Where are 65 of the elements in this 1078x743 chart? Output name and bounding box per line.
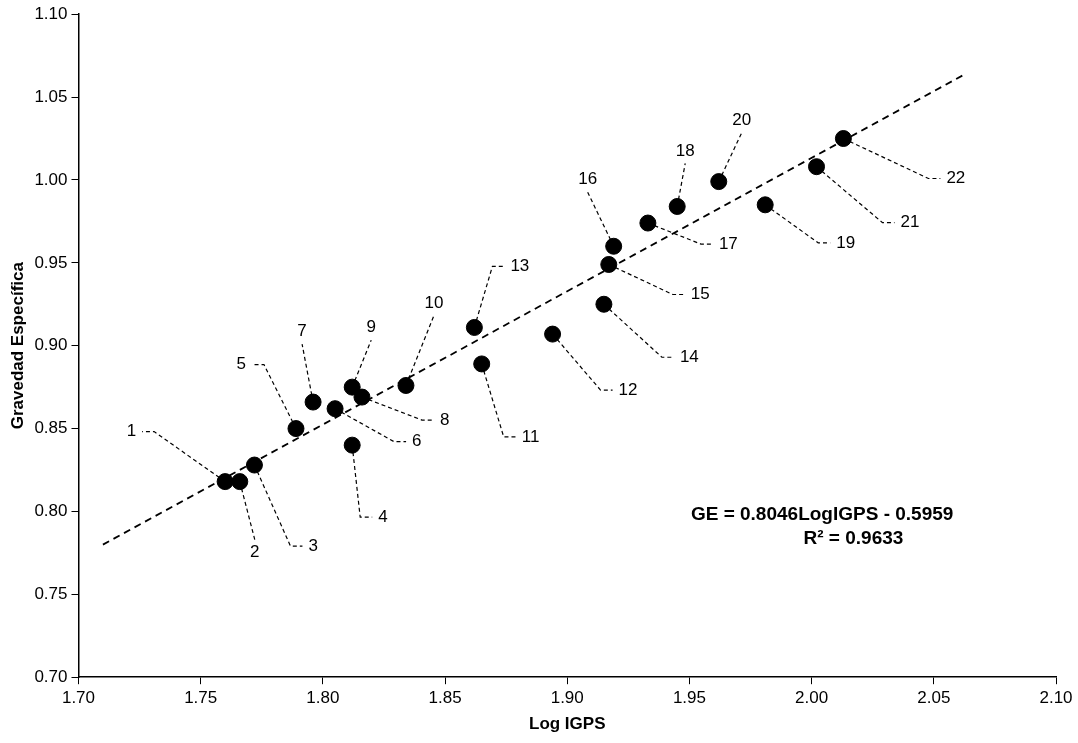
x-tick-label: 1.70 bbox=[61, 688, 96, 708]
y-tick-label: 1.05 bbox=[34, 86, 68, 106]
annotation: 18 bbox=[675, 140, 695, 160]
y-tick-label: 0.90 bbox=[34, 335, 68, 355]
y-tick-label: 0.95 bbox=[34, 252, 68, 272]
point bbox=[473, 355, 491, 373]
annotation: 1 bbox=[126, 421, 137, 441]
x-tick-label: 2.00 bbox=[795, 688, 829, 708]
point bbox=[668, 197, 686, 215]
point bbox=[710, 173, 728, 191]
annotation: 9 bbox=[366, 317, 376, 337]
x-tick-label: 1.85 bbox=[428, 688, 462, 708]
annotation: 10 bbox=[424, 292, 444, 312]
point bbox=[304, 393, 322, 411]
point bbox=[834, 130, 852, 148]
point bbox=[287, 420, 305, 438]
x-tick-label: 1.80 bbox=[306, 688, 340, 708]
point bbox=[216, 473, 234, 491]
x-tick-label: 2.05 bbox=[917, 688, 951, 708]
annotation: 2 bbox=[250, 541, 260, 561]
x-tick-label: 1.90 bbox=[550, 688, 584, 708]
annotation: 20 bbox=[732, 109, 752, 129]
annotation: 7 bbox=[297, 321, 307, 341]
annotation: 11 bbox=[521, 426, 540, 446]
annotation: 16 bbox=[578, 169, 598, 189]
y-tick-label: 1.00 bbox=[34, 169, 68, 189]
point bbox=[544, 325, 562, 343]
annotation: 5 bbox=[236, 354, 246, 374]
point bbox=[595, 295, 613, 313]
annotation: 22 bbox=[946, 168, 966, 188]
point bbox=[639, 214, 657, 232]
point bbox=[326, 400, 344, 418]
annotation: 17 bbox=[718, 233, 738, 253]
y-tick-label: 0.75 bbox=[34, 584, 68, 604]
y-tick-label: 0.85 bbox=[34, 418, 68, 438]
annotation: 4 bbox=[378, 506, 388, 526]
point bbox=[245, 456, 263, 474]
point bbox=[343, 378, 361, 396]
point bbox=[600, 255, 618, 273]
y-tick-label: 0.70 bbox=[34, 666, 68, 686]
annotation: 19 bbox=[836, 232, 856, 252]
point bbox=[465, 318, 483, 336]
point bbox=[808, 158, 826, 176]
x-tick-label: 1.95 bbox=[672, 688, 706, 708]
point bbox=[756, 196, 774, 214]
annotation: 3 bbox=[308, 535, 318, 555]
point bbox=[231, 473, 249, 491]
point bbox=[397, 376, 415, 394]
annotation: 21 bbox=[900, 212, 920, 232]
annotation: 8 bbox=[439, 409, 450, 429]
annotation: 14 bbox=[679, 346, 699, 366]
point bbox=[343, 436, 361, 454]
annotation: 15 bbox=[690, 284, 710, 304]
y-axis-title: Gravedad Específica bbox=[7, 261, 27, 430]
x-axis-title: Log IGPS bbox=[528, 714, 606, 734]
annotation: 6 bbox=[412, 431, 422, 451]
annotation: 12 bbox=[618, 379, 638, 399]
y-tick-label: 0.80 bbox=[34, 501, 68, 521]
x-tick-label: 1.75 bbox=[184, 688, 218, 708]
point bbox=[605, 237, 623, 255]
annotation: R² = 0.9633 bbox=[803, 527, 904, 548]
annotation: 13 bbox=[510, 256, 530, 276]
x-tick-label: 2.10 bbox=[1039, 688, 1073, 708]
annotation: GE = 0.8046LogIGPS - 0.5959 bbox=[690, 503, 954, 524]
y-tick-label: 1.10 bbox=[34, 3, 68, 23]
